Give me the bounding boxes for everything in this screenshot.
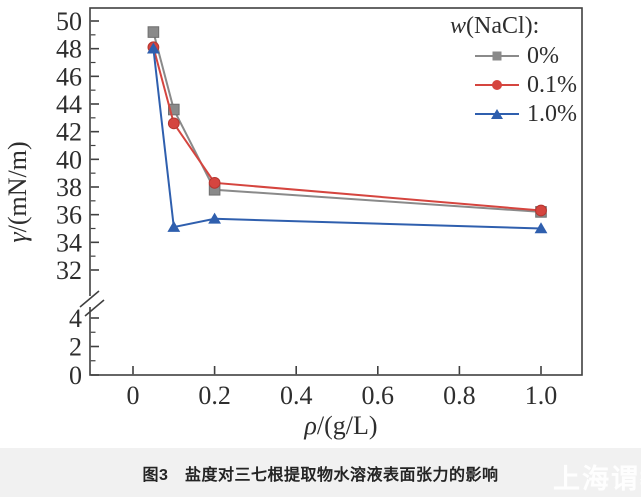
y-axis-tick-label: 46 (56, 62, 82, 91)
x-axis-tick-label: 0.4 (280, 381, 313, 410)
series-line-0.1% (152, 47, 542, 212)
y-axis-tick-label: 40 (56, 145, 82, 174)
y-axis-tick-label: 32 (56, 256, 82, 285)
axis-break-slash (84, 299, 105, 317)
square-marker-icon (492, 51, 502, 61)
x-axis-tick-label: 1.0 (525, 381, 558, 410)
data-point-1.0% (534, 222, 548, 234)
x-axis-tick-label: 0 (127, 381, 140, 410)
data-point-0.1% (208, 176, 221, 189)
y-axis-label: γ/(mN/m) (3, 141, 32, 242)
x-axis-label: ρ/(g/L) (303, 411, 377, 440)
y-axis-tick-label: 44 (56, 90, 82, 119)
data-point-0.1% (167, 117, 180, 130)
x-axis-tick-label: 0.6 (362, 381, 395, 410)
data-point-1.0% (147, 42, 160, 54)
legend-entry-1pct: 1.0% (475, 100, 577, 127)
data-point-0.1% (535, 204, 547, 217)
y-axis-tick-label: 42 (56, 118, 82, 147)
y-axis-tick-label: 4 (69, 304, 82, 333)
y-axis-tick-label: 0 (69, 361, 82, 390)
legend-line-sample (475, 80, 519, 90)
y-axis-tick-label: 48 (56, 35, 82, 64)
axis-break-gap (88, 296, 92, 307)
y-axis-tick-label: 36 (56, 201, 82, 230)
plot-border (89, 7, 583, 376)
legend-label: 0.1% (527, 71, 577, 98)
y-axis-tick-label: 2 (69, 333, 82, 362)
triangle-marker-icon (491, 109, 503, 119)
y-axis-tick-label: 34 (56, 228, 82, 257)
x-axis-tick-label: 0.2 (198, 381, 231, 410)
caption-bar: 上海谓教 图3 盐度对三七根提取物水溶液表面张力的影响 (0, 448, 641, 497)
legend-line-sample (475, 51, 519, 61)
figure-caption: 图3 盐度对三七根提取物水溶液表面张力的影响 (142, 466, 499, 484)
x-axis-tick-label: 0.8 (443, 381, 476, 410)
figure-area: 50 48 46 44 42 40 38 36 34 32 4 2 0 0 0.2 0.4 0.6 0.8 1.0 γ… (3, 7, 583, 440)
legend-line-sample (475, 109, 519, 119)
data-point-0% (168, 103, 180, 116)
y-axis-tick-label: 38 (56, 173, 82, 202)
data-point-0% (147, 26, 160, 38)
watermark-text: 上海谓教 (553, 464, 641, 494)
circle-marker-icon (492, 80, 502, 90)
legend-title-rest: (NaCl): (466, 13, 540, 39)
legend-entry-0-1pct: 0.1% (475, 71, 577, 98)
chart-legend: w(NaCl): 0% 0.1% 1.0% (448, 13, 577, 127)
y-axis-tick-label: 50 (56, 7, 82, 36)
series-line-0% (152, 31, 542, 213)
legend-title: w(NaCl): (450, 13, 577, 39)
series-line-1.0% (152, 48, 542, 230)
data-point-1.0% (208, 212, 221, 224)
data-point-1.0% (167, 220, 181, 232)
legend-title-symbol: w (450, 13, 467, 39)
legend-entry-0pct: 0% (475, 42, 577, 69)
legend-label: 0% (527, 42, 559, 69)
axis-break-slash (79, 290, 100, 308)
legend-label: 1.0% (527, 100, 577, 127)
